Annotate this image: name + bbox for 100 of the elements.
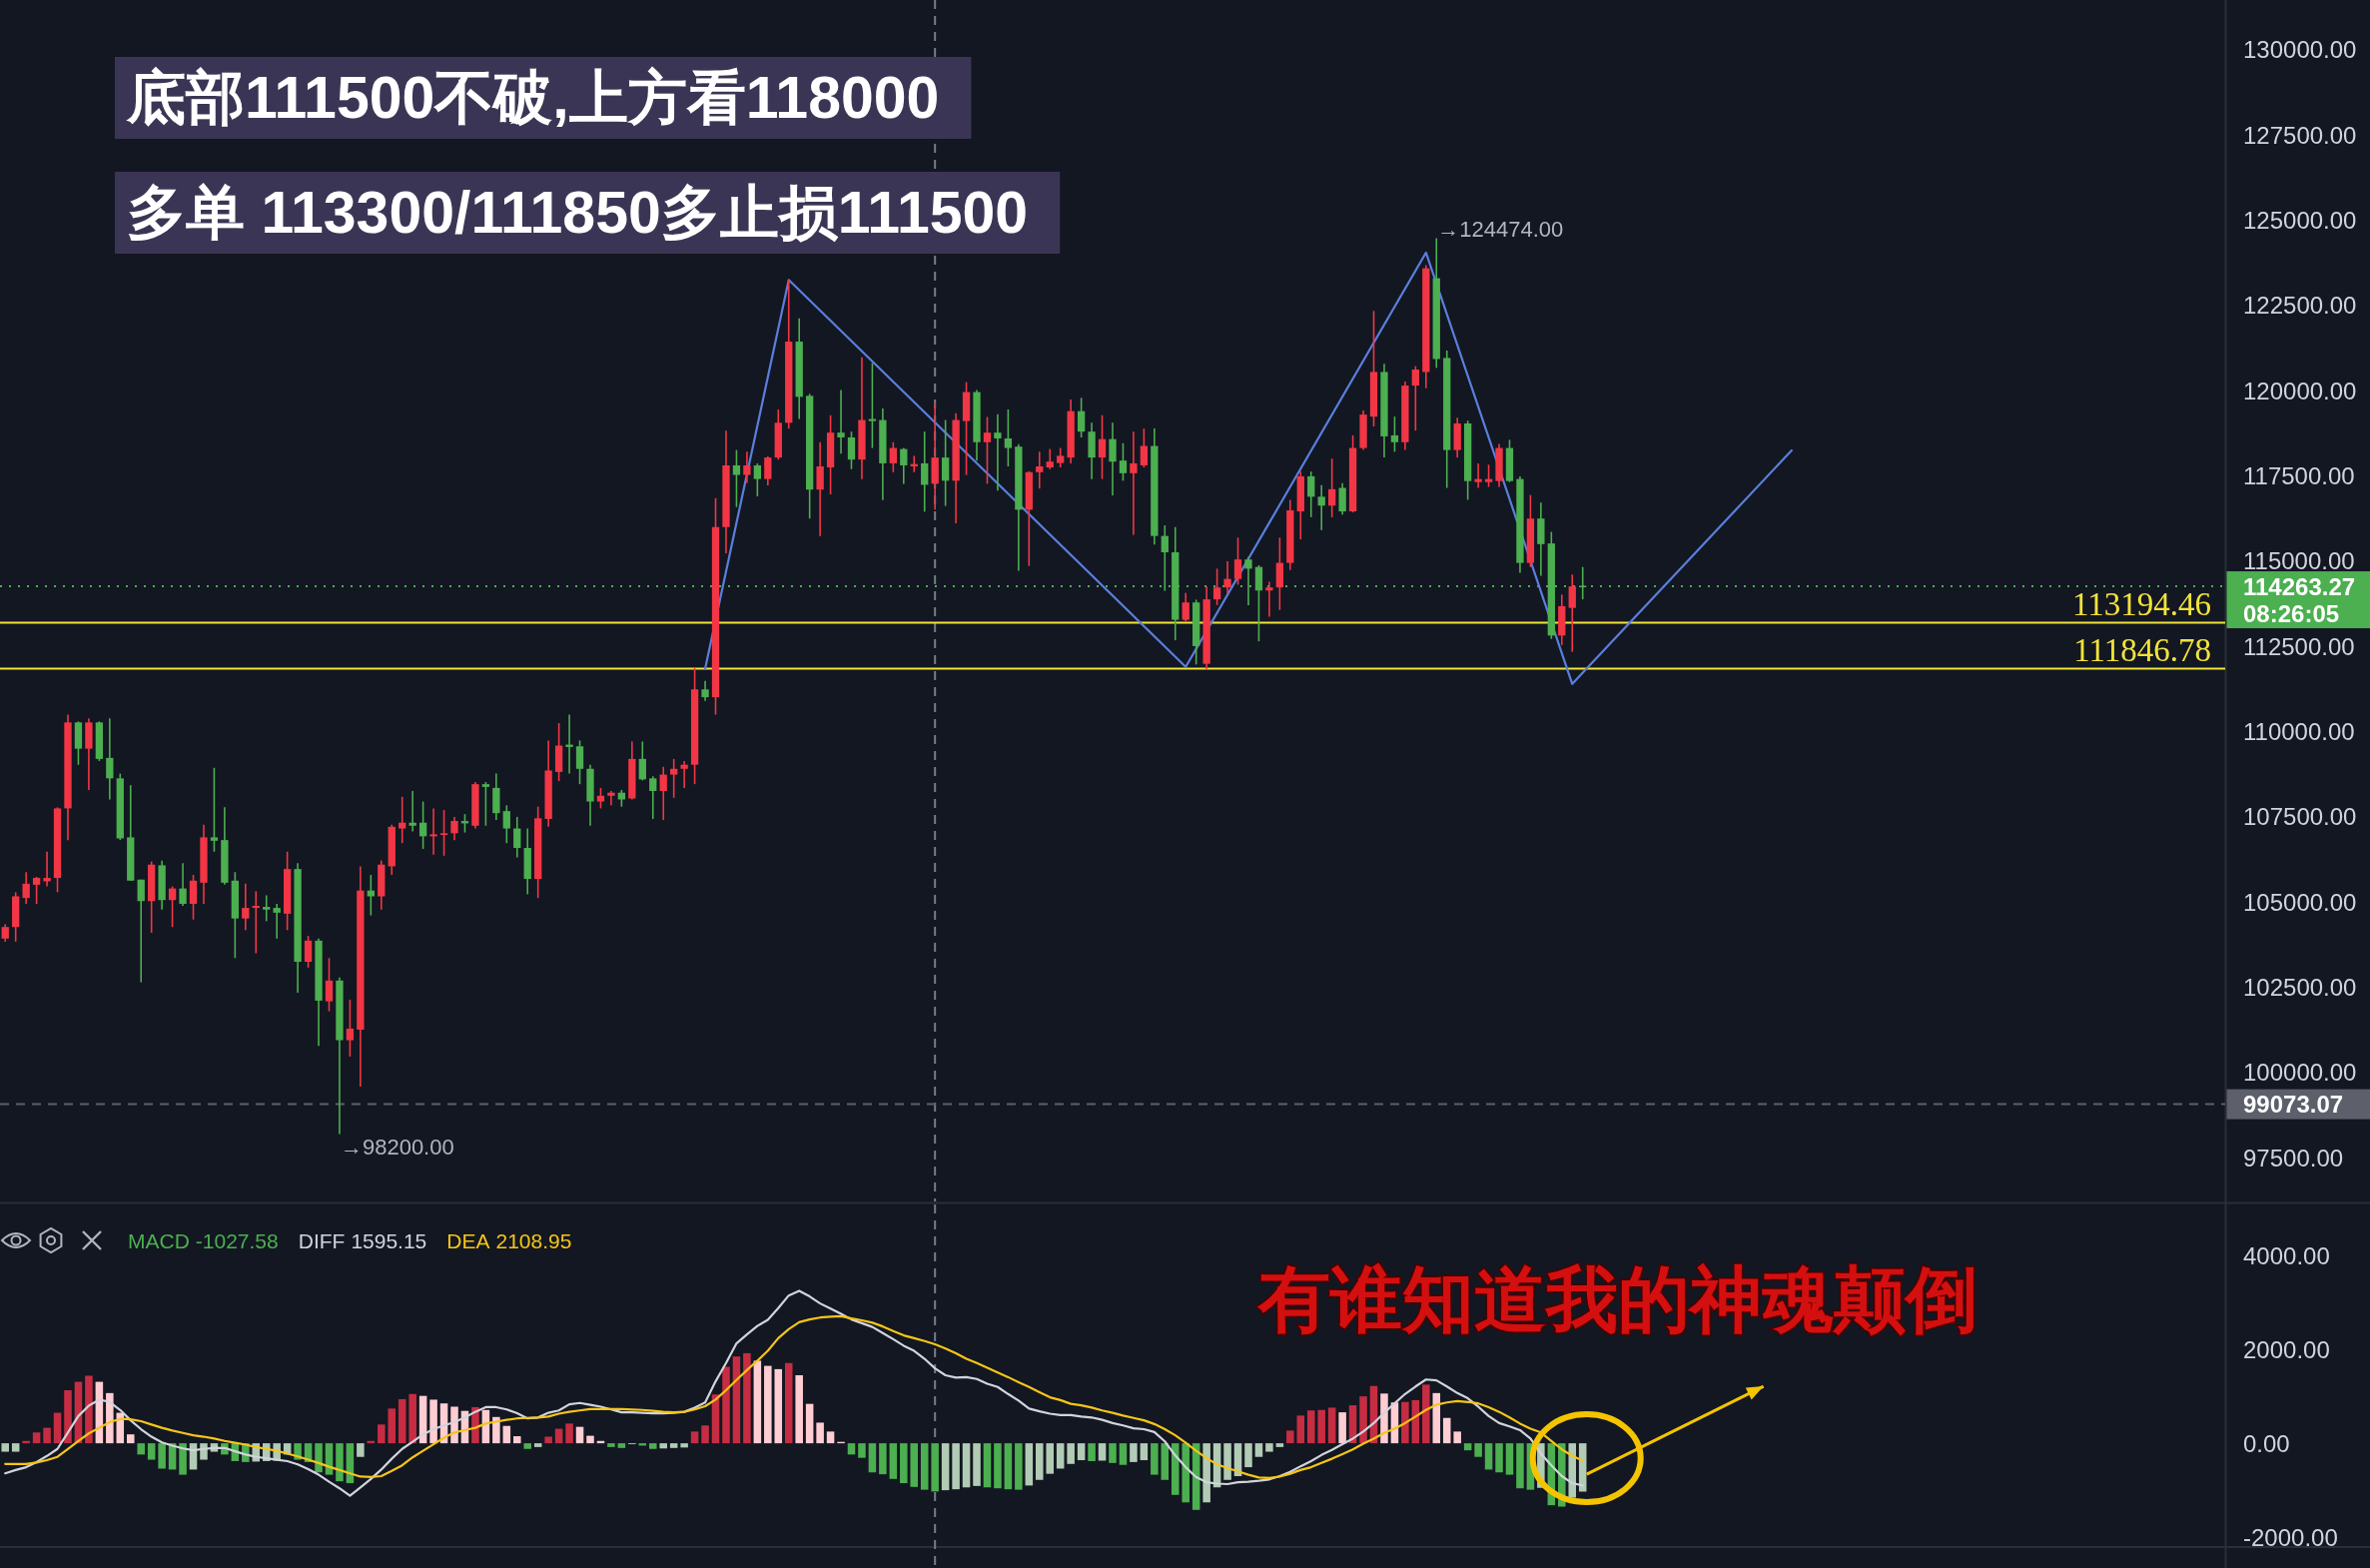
candlestick <box>304 935 313 969</box>
candlestick <box>1484 463 1493 488</box>
candlestick <box>43 850 51 888</box>
y-tick-label: 100000.00 <box>2243 1059 2357 1087</box>
candlestick <box>753 462 762 497</box>
candlestick <box>1046 447 1054 470</box>
candlestick <box>273 903 281 940</box>
candlestick <box>137 878 145 984</box>
candlestick <box>450 816 458 841</box>
candlestick <box>439 809 448 857</box>
bar <box>126 1434 135 1444</box>
bar <box>1004 1443 1013 1490</box>
bar <box>1453 1431 1461 1444</box>
candlestick <box>1317 483 1325 531</box>
candlestick <box>210 766 219 853</box>
bar <box>1505 1443 1514 1475</box>
bar <box>1182 1443 1189 1503</box>
bar <box>397 1398 406 1444</box>
y-tick-label: 4000.00 <box>2243 1241 2330 1269</box>
bar <box>1306 1410 1315 1444</box>
bar <box>1036 1443 1044 1480</box>
bar <box>847 1443 856 1455</box>
candlestick <box>32 876 41 905</box>
bar <box>1161 1443 1170 1480</box>
candlestick <box>596 787 605 810</box>
bar <box>1171 1443 1180 1495</box>
candlestick <box>1338 481 1346 515</box>
candlestick <box>659 765 667 821</box>
bar <box>774 1368 783 1444</box>
y-tick-label: 122500.00 <box>2243 292 2357 320</box>
bar <box>1140 1443 1149 1461</box>
candlestick <box>325 957 334 1013</box>
bar <box>1286 1430 1294 1444</box>
bar <box>743 1352 751 1444</box>
bar <box>753 1360 762 1444</box>
bar <box>879 1443 887 1475</box>
candlestick <box>1140 427 1149 468</box>
candlestick <box>1474 462 1482 489</box>
y-tick-label: 115000.00 <box>2243 547 2355 575</box>
y-tick-label: 105000.00 <box>2243 888 2357 916</box>
bar <box>575 1426 584 1444</box>
bar <box>962 1443 971 1488</box>
candlestick <box>1390 415 1399 453</box>
bar <box>690 1431 699 1444</box>
candlestick <box>889 440 897 473</box>
y-tick-label: 117500.00 <box>2243 462 2355 490</box>
bar <box>1327 1407 1336 1444</box>
bar <box>336 1443 344 1482</box>
bar <box>502 1425 511 1444</box>
ref-line-label: 111846.78 <box>2073 631 2211 668</box>
bar <box>784 1362 793 1444</box>
candlestick <box>1233 536 1242 586</box>
bar <box>1359 1396 1367 1444</box>
text: 多单 113300/111850多止损111500 <box>127 180 1029 246</box>
candlestick <box>398 795 406 845</box>
y-tick-label: 125000.00 <box>2243 207 2357 235</box>
candlestick <box>994 412 1002 492</box>
bar <box>805 1403 814 1444</box>
candlestick <box>1036 450 1044 489</box>
text: 08:26:05 <box>2243 599 2340 627</box>
bar <box>11 1443 20 1452</box>
candlestick <box>481 781 490 827</box>
annotation: -1027.58 <box>195 1228 279 1252</box>
candlestick <box>1265 580 1273 618</box>
bar <box>732 1356 741 1444</box>
candlestick <box>921 430 929 513</box>
bar <box>816 1422 824 1444</box>
bar <box>1296 1415 1305 1444</box>
candlestick <box>242 883 250 932</box>
bar <box>147 1443 156 1460</box>
bar <box>973 1443 981 1486</box>
candlestick <box>900 446 908 485</box>
candlestick <box>575 739 584 785</box>
bar <box>586 1435 594 1444</box>
text: DEA <box>446 1228 490 1252</box>
bar <box>680 1443 688 1448</box>
candlestick <box>1568 573 1576 653</box>
candlestick <box>1254 564 1263 642</box>
candlestick <box>513 816 521 859</box>
candlestick <box>565 713 573 775</box>
bar <box>43 1427 51 1444</box>
bar <box>492 1416 500 1444</box>
candlestick <box>1077 396 1086 438</box>
y-tick-label: 120000.00 <box>2243 377 2357 404</box>
bar <box>1244 1443 1252 1468</box>
candlestick <box>189 874 198 921</box>
bar <box>1495 1443 1503 1473</box>
candlestick <box>106 717 114 801</box>
bar <box>1015 1443 1023 1490</box>
text: 底部111500不破,上方看118000 <box>126 65 940 131</box>
bar <box>889 1443 898 1479</box>
ref-line-label: 114263.27 <box>2243 572 2356 600</box>
bar <box>1119 1443 1128 1465</box>
candlestick <box>764 455 772 486</box>
candlestick <box>179 862 187 907</box>
candlestick <box>941 418 950 507</box>
bar <box>53 1412 62 1444</box>
candlestick <box>670 758 678 799</box>
candlestick <box>1579 565 1587 600</box>
candlestick <box>429 807 437 856</box>
